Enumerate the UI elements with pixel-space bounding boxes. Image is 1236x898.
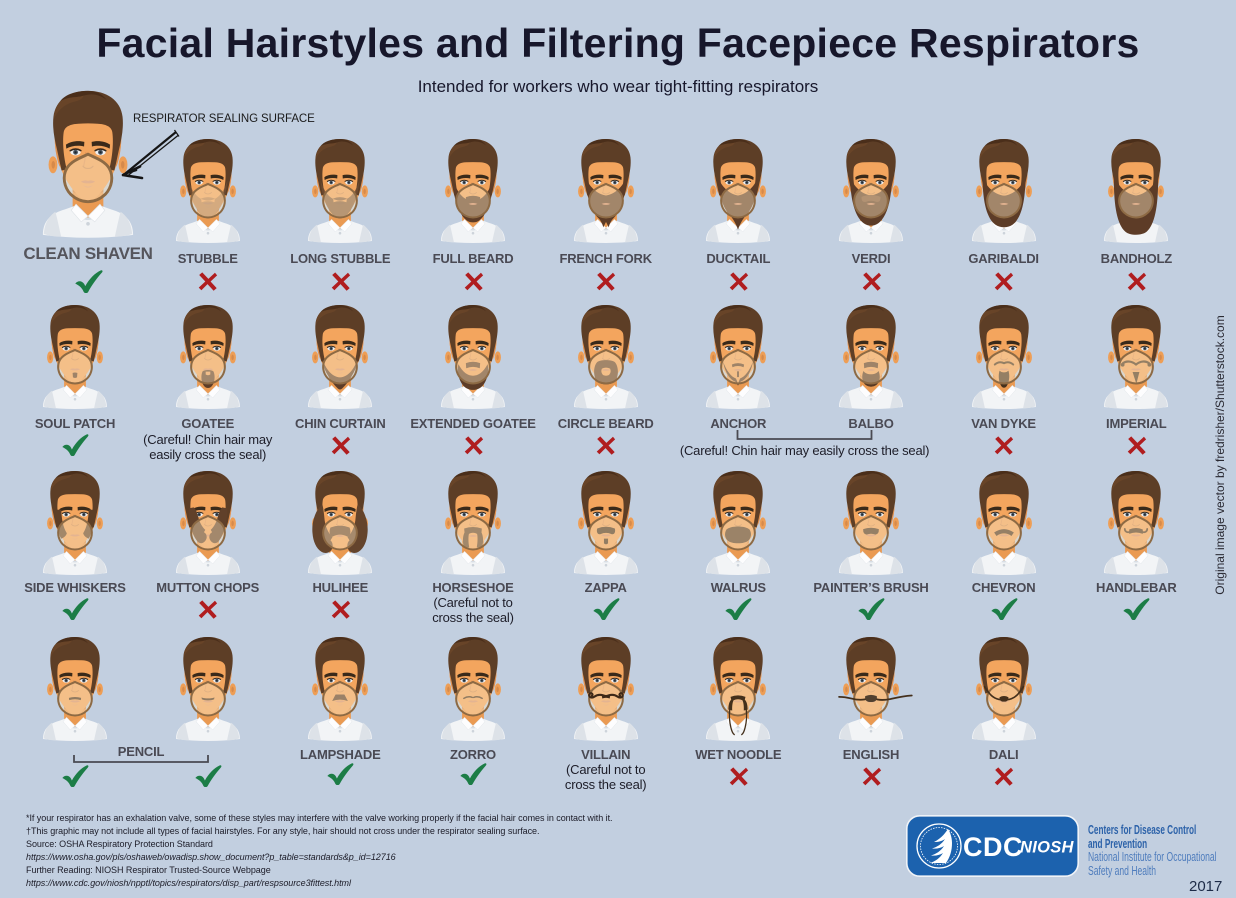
svg-text:CDC: CDC [963, 832, 1023, 862]
svg-text:NIOSH: NIOSH [1020, 839, 1075, 857]
